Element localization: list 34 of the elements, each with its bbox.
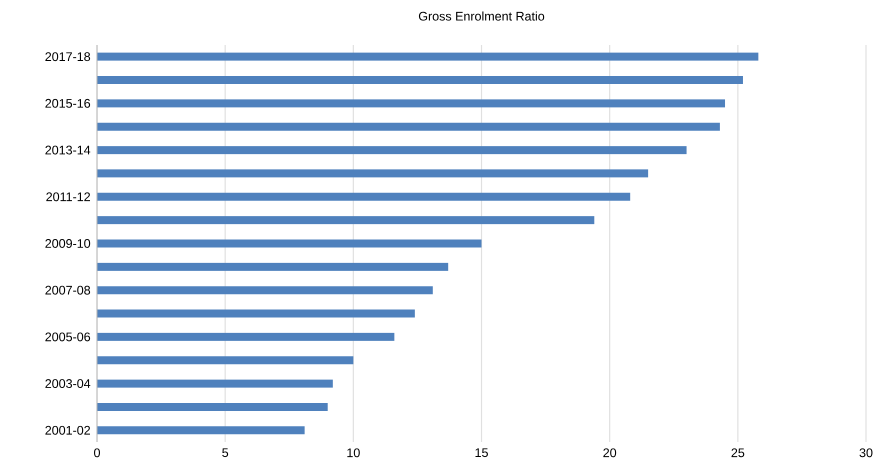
- y-tick-label: 2009-10: [45, 239, 90, 248]
- bar: [97, 380, 333, 388]
- bar: [97, 122, 720, 131]
- y-tick-label: 2011-12: [46, 192, 90, 202]
- y-tick-label: 2005-06: [45, 332, 90, 342]
- bar: [97, 76, 743, 84]
- y-tick-label: 2001-02: [45, 426, 90, 435]
- bar: [97, 332, 394, 341]
- x-tick-label: 25: [732, 448, 744, 458]
- bar: [97, 192, 630, 201]
- bar: [97, 52, 758, 61]
- bar: [97, 286, 433, 294]
- bar: [97, 99, 726, 108]
- bar: [97, 356, 354, 364]
- bar: [97, 426, 305, 434]
- bar: [97, 262, 448, 271]
- y-tick-label: 2013-14: [45, 146, 90, 154]
- bar: [97, 216, 594, 224]
- bar: [97, 169, 648, 178]
- x-tick-label: 5: [222, 448, 228, 458]
- bar: [97, 402, 328, 411]
- x-tick-label: 30: [860, 448, 872, 458]
- y-tick-label: 2003-04: [45, 379, 90, 388]
- x-tick-label: 0: [94, 448, 100, 458]
- bar: [97, 239, 482, 248]
- y-tick-label: 2007-08: [45, 286, 90, 295]
- bar: [97, 146, 687, 154]
- x-tick-label: 20: [603, 448, 616, 458]
- y-tick-label: 2015-16: [45, 98, 90, 108]
- x-tick-label: 15: [476, 448, 488, 458]
- bar: [97, 310, 415, 318]
- chart-title: Gross Enrolment Ratio: [418, 11, 544, 21]
- y-tick-label: 2017-18: [45, 52, 90, 62]
- x-tick-label: 10: [347, 448, 360, 458]
